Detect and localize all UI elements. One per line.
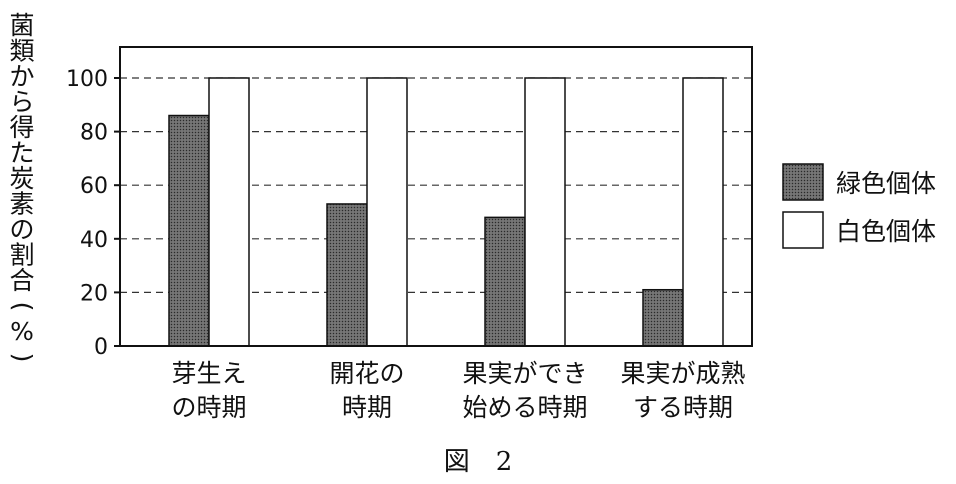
plot-frame [119, 46, 753, 347]
bar-green-1 [326, 203, 368, 347]
bar-green-3 [642, 288, 684, 347]
legend-swatch-white [782, 211, 824, 249]
y-tick-label: 40 [80, 228, 108, 253]
y-axis-label-char: 割 [9, 241, 34, 270]
y-ticks: 0 20 40 60 80 100 [66, 67, 120, 360]
y-axis-label-char: 合 [9, 266, 34, 295]
legend-label: 白色個体 [836, 217, 936, 246]
legend-swatch-green [782, 163, 824, 201]
bars [168, 77, 724, 347]
x-category-label: 芽生え [171, 359, 246, 388]
y-axis-label-char: ( [8, 302, 37, 312]
y-axis-label-char: 炭 [9, 164, 34, 193]
figure-caption: 図 2 [444, 447, 513, 477]
y-axis-label-char: 素 [9, 190, 34, 219]
bar-white-3 [682, 77, 724, 347]
legend-label: 緑色個体 [836, 169, 936, 198]
x-category-label: 開花の [329, 359, 404, 388]
y-axis-label-char: ) [8, 353, 37, 363]
y-axis-label-char: 菌 [9, 11, 34, 40]
y-axis-label-char: た [9, 139, 34, 168]
y-axis-label-char: 類 [9, 37, 34, 66]
y-axis-label-char: ら [9, 88, 34, 117]
bar-white-1 [366, 77, 408, 347]
bar-white-0 [208, 77, 250, 347]
x-category-label: 始める時期 [462, 393, 587, 422]
y-axis-label-char: % [10, 317, 34, 346]
y-tick-label: 80 [80, 121, 108, 146]
y-axis-label-char: の [9, 215, 34, 244]
y-tick-label: 100 [66, 67, 108, 92]
x-category-label: 果実が成熟 [620, 359, 745, 388]
x-category-label: する時期 [633, 393, 733, 422]
x-category-label: 果実ができ [462, 359, 587, 388]
bar-green-0 [168, 114, 210, 347]
y-tick-label: 0 [94, 335, 108, 360]
y-tick-label: 60 [80, 174, 108, 199]
bar-white-2 [524, 77, 566, 347]
x-category-label: の時期 [171, 393, 246, 422]
gridlines [120, 77, 752, 293]
y-axis-label-char: 得 [9, 113, 34, 142]
x-category-label: 時期 [342, 393, 392, 422]
y-axis-label-char: か [9, 62, 34, 91]
y-tick-label: 20 [80, 281, 108, 306]
bar-green-2 [484, 216, 526, 347]
